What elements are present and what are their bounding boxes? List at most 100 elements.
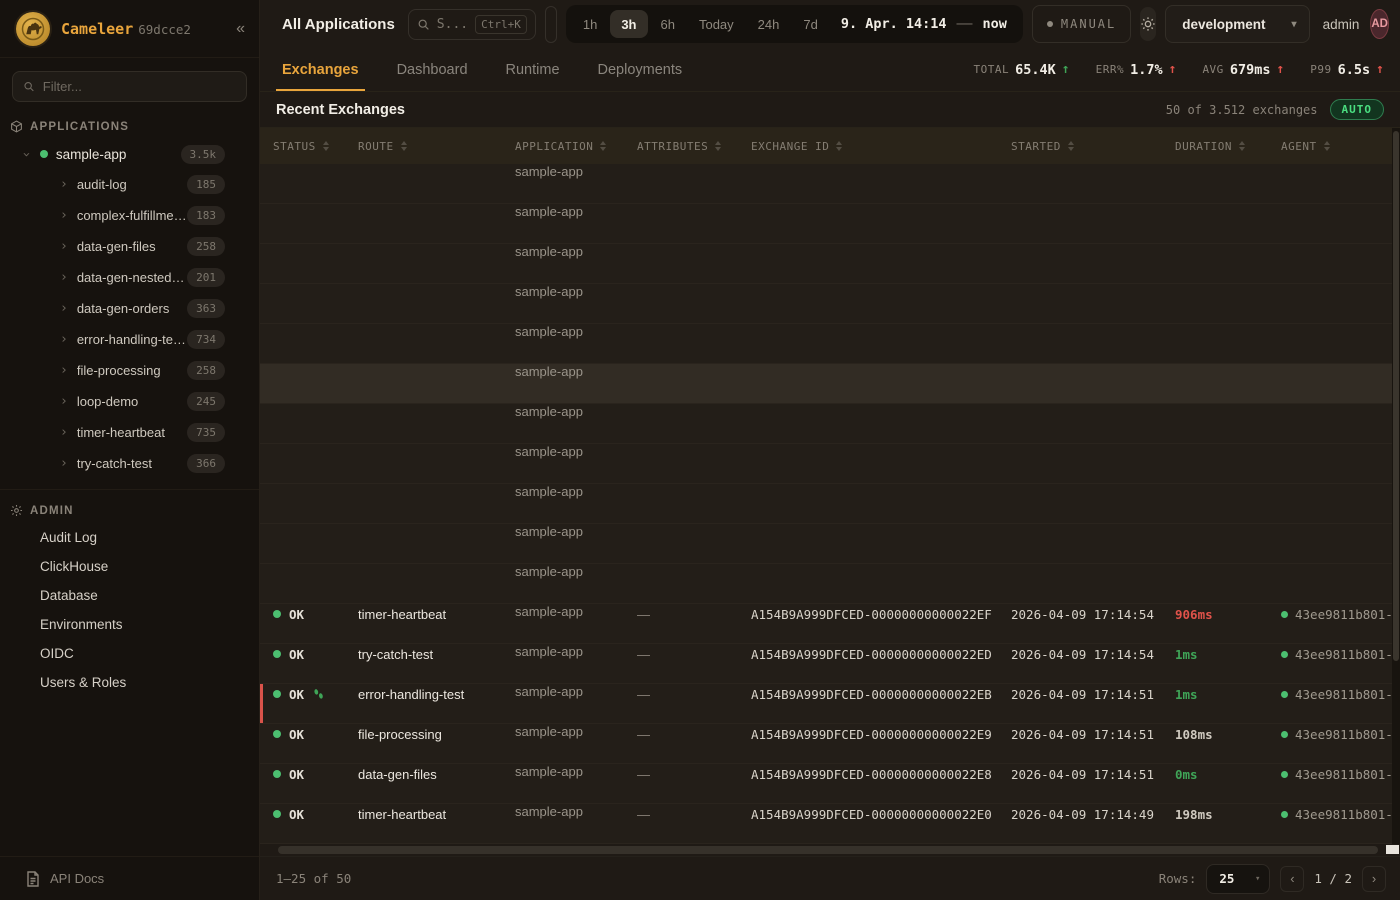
column-header[interactable]: STARTED: [1011, 140, 1175, 153]
route-cell: timer-heartbeat: [358, 806, 447, 822]
environment-select[interactable]: development ▾: [1165, 5, 1310, 43]
sidebar-route-item[interactable]: › error-handling-te… 734: [0, 324, 259, 355]
table-row[interactable]: OK data-gen-files sample-app — A154B9A99…: [260, 324, 1400, 782]
auto-refresh-badge[interactable]: AUTO: [1329, 99, 1384, 120]
api-docs-link[interactable]: API Docs: [0, 856, 259, 900]
avatar[interactable]: AD: [1370, 9, 1389, 39]
sidebar-admin-item[interactable]: Environments: [0, 610, 259, 639]
sidebar-route-item[interactable]: › timer-heartbeat 735: [0, 417, 259, 448]
chevron-right-icon: ›: [60, 363, 68, 378]
table-row[interactable]: OK error-handling-test sample-app — A154…: [260, 244, 1400, 702]
sun-icon: [1141, 17, 1155, 31]
sidebar-admin-item[interactable]: ClickHouse: [0, 552, 259, 581]
table-row[interactable]: OK file-processing sample-app — A154B9A9…: [260, 284, 1400, 742]
hscroll-thumb[interactable]: [278, 846, 1378, 854]
agent-dot-icon: [1281, 770, 1288, 778]
prev-page-button[interactable]: ‹: [1280, 865, 1305, 892]
admin-item-label: ClickHouse: [40, 559, 109, 574]
table-row[interactable]: OK data-gen-orders sample-app — A154B9A9…: [260, 804, 1400, 844]
sidebar-route-item[interactable]: › data-gen-nested… 201: [0, 262, 259, 293]
tab[interactable]: Deployments: [597, 61, 683, 78]
application-cell: sample-app: [515, 244, 583, 259]
table-row[interactable]: OK error-handling-test sample-app — A154…: [260, 564, 1400, 604]
sidebar-item-sample-app[interactable]: › sample-app 3.5k: [0, 139, 259, 169]
filter-box[interactable]: [12, 71, 247, 102]
column-header[interactable]: EXCHANGE ID: [751, 140, 1011, 153]
next-page-button[interactable]: ›: [1362, 865, 1386, 892]
sidebar-route-item[interactable]: › try-catch-test 366: [0, 448, 259, 479]
sidebar-admin-item[interactable]: Database: [0, 581, 259, 610]
route-count-badge: 734: [187, 330, 225, 349]
tab[interactable]: Exchanges: [276, 48, 365, 91]
route-cell: error-handling-test: [358, 686, 465, 702]
sidebar-route-item[interactable]: › audit-log 185: [0, 169, 259, 200]
table-row[interactable]: OK timer-heartbeat sample-app — A154B9A9…: [260, 164, 1400, 622]
table-row[interactable]: OK try-catch-test sample-app — A154B9A99…: [260, 644, 1400, 684]
table-row[interactable]: OK timer-heartbeat sample-app — A154B9A9…: [260, 604, 1400, 644]
table-row[interactable]: OK audit-log sample-app — A154B9A999DFCE…: [260, 484, 1400, 524]
sidebar-route-label: data-gen-orders: [76, 301, 170, 316]
status-dot-icon: [273, 610, 281, 618]
table-row[interactable]: OK timer-heartbeat sample-app — A154B9A9…: [260, 364, 1400, 822]
column-header[interactable]: DURATION: [1175, 140, 1281, 153]
horizontal-scrollbar[interactable]: [260, 844, 1400, 856]
manual-refresh-button[interactable]: MANUAL: [1031, 5, 1132, 43]
time-range-button[interactable]: 3h: [610, 10, 648, 38]
brand-name: Cameleer: [61, 19, 134, 38]
tab[interactable]: Dashboard: [396, 61, 468, 78]
tab[interactable]: Runtime: [505, 61, 560, 78]
time-range-button[interactable]: Today: [688, 10, 745, 38]
started-cell: 2026-04-09 17:14:49: [1011, 806, 1154, 822]
trend-up-icon: ↑: [1168, 62, 1177, 77]
column-header[interactable]: ATTRIBUTES: [637, 140, 751, 153]
sidebar-route-item[interactable]: › file-processing 258: [0, 355, 259, 386]
sidebar-admin-item[interactable]: Users & Roles: [0, 668, 259, 697]
filter-input[interactable]: [42, 79, 236, 94]
cube-icon: [11, 120, 22, 133]
time-range-button[interactable]: 24h: [747, 10, 791, 38]
sidebar-route-item[interactable]: › data-gen-orders 363: [0, 293, 259, 324]
rows-per-page-select[interactable]: 25 ▾: [1206, 863, 1271, 894]
status-label: OK: [289, 646, 305, 662]
vertical-scrollbar[interactable]: [1392, 128, 1400, 844]
theme-toggle-button[interactable]: [1140, 7, 1157, 41]
agent-cell: 43ee9811b801-1: [1281, 687, 1400, 702]
date-to[interactable]: now: [982, 16, 1007, 32]
time-range-button[interactable]: 7d: [792, 10, 828, 38]
trend-up-icon: ↑: [1061, 62, 1070, 77]
chevron-down-icon: ▾: [1254, 873, 1261, 884]
route-count-badge: 201: [187, 268, 225, 287]
sidebar-route-item[interactable]: › complex-fulfillme… 183: [0, 200, 259, 231]
date-from[interactable]: 9. Apr. 14:14: [840, 16, 947, 32]
table-row[interactable]: OK data-gen-nested-split sample-app — A1…: [260, 724, 1400, 764]
chevron-right-icon: ›: [60, 301, 68, 316]
app-count-badge: 3.5k: [180, 144, 225, 164]
column-header[interactable]: AGENT: [1281, 140, 1400, 153]
table-row[interactable]: ERR error-handling-test sample-app — A15…: [260, 684, 1400, 724]
sidebar-route-item[interactable]: › data-gen-files 258: [0, 231, 259, 262]
column-header-label: STATUS: [273, 139, 316, 153]
time-range-button[interactable]: 1h: [572, 10, 608, 38]
collapse-sidebar-icon[interactable]: «: [236, 19, 245, 37]
sidebar-route-item[interactable]: › loop-demo 245: [0, 386, 259, 417]
started-cell: 2026-04-09 17:14:54: [1011, 646, 1154, 662]
sidebar-admin-item[interactable]: OIDC: [0, 639, 259, 668]
time-range-button[interactable]: 6h: [650, 10, 686, 38]
table-row[interactable]: OK try-catch-test sample-app — A154B9A99…: [260, 204, 1400, 662]
exchange-id-cell: A154B9A999DFCED-00000000000022E9: [751, 726, 992, 742]
table-row[interactable]: OK data-gen-orders sample-app — A154B9A9…: [260, 444, 1400, 484]
table-row[interactable]: OK timer-heartbeat sample-app — A154B9A9…: [260, 764, 1400, 804]
global-search-button[interactable]: S... Ctrl+K: [407, 8, 536, 40]
trend-up-icon: ↑: [1376, 62, 1384, 77]
status-filter-button[interactable]: O: [544, 5, 557, 43]
column-header[interactable]: APPLICATION: [515, 140, 637, 153]
table-row[interactable]: OK complex-fulfillment sample-app — A154…: [260, 524, 1400, 564]
stats-strip: TOTAL 65.4K ↑ ERR% 1.7% ↑ AVG 679ms ↑ P9…: [974, 62, 1385, 78]
column-header[interactable]: ROUTE: [358, 140, 515, 153]
admin-nav: Audit Log ClickHouse Database Environmen…: [0, 523, 259, 697]
vscroll-thumb[interactable]: [1393, 131, 1399, 661]
table-row[interactable]: OK loop-demo sample-app — A154B9A999DFCE…: [260, 404, 1400, 444]
applications-section-header: APPLICATIONS: [0, 106, 259, 139]
column-header[interactable]: STATUS: [260, 140, 358, 153]
sidebar-admin-item[interactable]: Audit Log: [0, 523, 259, 552]
